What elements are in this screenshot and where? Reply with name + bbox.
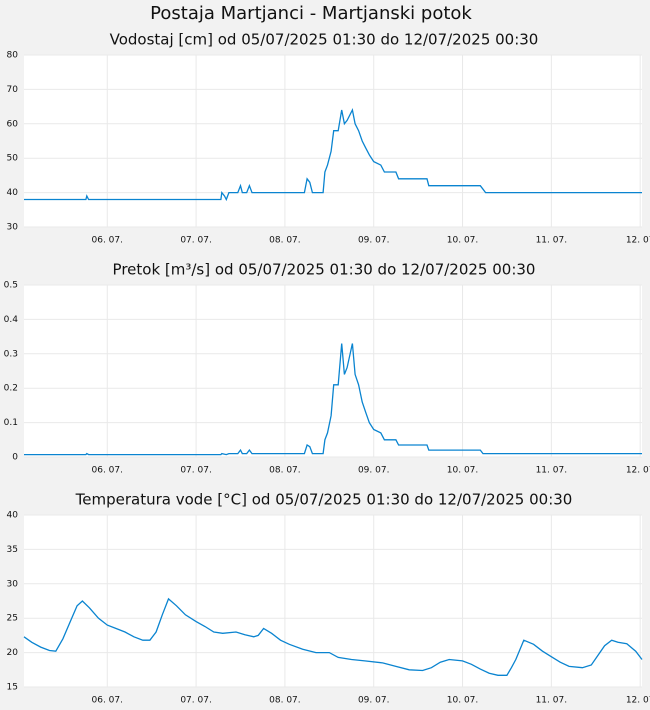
x-tick-label: 08. 07. xyxy=(269,466,301,476)
y-tick-label: 40 xyxy=(7,188,19,198)
y-tick-label: 0.4 xyxy=(4,315,19,325)
data-line xyxy=(24,108,642,202)
x-tick-label: 10. 07. xyxy=(447,236,479,246)
y-tick-label: 15 xyxy=(7,683,18,693)
y-tick-label: 40 xyxy=(7,511,19,521)
data-line xyxy=(24,343,642,456)
y-tick-label: 30 xyxy=(7,223,19,233)
x-tick-label: 12. 07 xyxy=(626,236,650,246)
x-tick-label: 11. 07. xyxy=(536,236,568,246)
x-tick-label: 09. 07. xyxy=(358,236,390,246)
y-tick-label: 20 xyxy=(7,648,19,658)
x-tick-label: 06. 07. xyxy=(92,236,124,246)
y-tick-label: 0.2 xyxy=(4,384,18,394)
y-tick-label: 60 xyxy=(7,119,19,129)
data-line xyxy=(23,597,643,676)
x-tick-label: 10. 07. xyxy=(447,466,479,476)
x-tick-label: 10. 07. xyxy=(447,696,479,706)
y-tick-label: 30 xyxy=(7,579,19,589)
x-tick-label: 09. 07. xyxy=(358,466,390,476)
y-tick-label: 25 xyxy=(7,614,18,624)
x-tick-label: 09. 07. xyxy=(358,696,390,706)
x-tick-label: 11. 07. xyxy=(536,466,568,476)
chart-title: Temperatura vode [°C] od 05/07/2025 01:3… xyxy=(75,491,573,509)
y-tick-label: 70 xyxy=(7,85,19,95)
y-tick-label: 0.3 xyxy=(4,349,18,359)
x-tick-label: 07. 07. xyxy=(180,696,212,706)
y-tick-label: 0.5 xyxy=(4,281,18,291)
chart-title: Vodostaj [cm] od 05/07/2025 01:30 do 12/… xyxy=(110,31,539,49)
x-tick-label: 12. 07 xyxy=(626,466,650,476)
x-tick-label: 07. 07. xyxy=(180,236,212,246)
plot-area xyxy=(24,515,642,687)
x-tick-label: 11. 07. xyxy=(536,696,568,706)
y-tick-label: 0.1 xyxy=(4,418,18,428)
x-tick-label: 06. 07. xyxy=(92,696,124,706)
y-tick-label: 35 xyxy=(7,545,18,555)
main-title: Postaja Martjanci - Martjanski potok xyxy=(150,3,472,24)
y-tick-label: 50 xyxy=(7,154,19,164)
chart-title: Pretok [m³/s] od 05/07/2025 01:30 do 12/… xyxy=(113,261,536,279)
x-tick-label: 07. 07. xyxy=(180,466,212,476)
x-tick-label: 08. 07. xyxy=(269,236,301,246)
x-tick-label: 08. 07. xyxy=(269,696,301,706)
x-tick-label: 06. 07. xyxy=(92,466,124,476)
y-tick-label: 80 xyxy=(7,51,19,61)
plot-area xyxy=(24,285,642,457)
x-tick-label: 12. 07 xyxy=(626,696,650,706)
y-tick-label: 0 xyxy=(12,453,18,463)
